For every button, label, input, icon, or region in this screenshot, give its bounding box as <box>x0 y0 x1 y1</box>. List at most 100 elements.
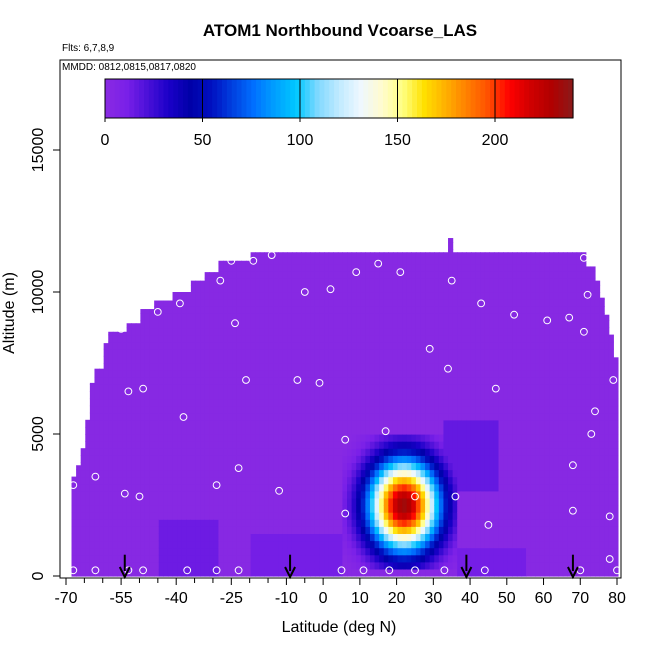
heatmap-cell <box>415 483 422 492</box>
heatmap-cell <box>438 412 445 421</box>
heatmap-cell <box>140 320 146 329</box>
heatmap-cell <box>167 355 174 364</box>
heatmap-cell <box>333 419 339 428</box>
heatmap-cell <box>245 526 252 534</box>
heatmap-cell <box>530 313 536 321</box>
heatmap-cell <box>351 512 357 520</box>
heatmap-cell <box>567 434 573 442</box>
heatmap-cell <box>154 462 160 471</box>
heatmap-cell <box>80 512 86 520</box>
heatmap-cell <box>457 412 463 421</box>
heatmap-cell <box>581 313 587 321</box>
heatmap-cell <box>181 533 187 542</box>
heatmap-cell <box>236 327 242 336</box>
heatmap-cell <box>108 355 114 364</box>
heatmap-cell <box>209 348 215 357</box>
heatmap-cell <box>112 331 119 336</box>
heatmap-cell <box>186 561 192 570</box>
heatmap-cell <box>223 554 229 563</box>
heatmap-cell <box>452 505 458 513</box>
heatmap-cell <box>553 519 559 527</box>
heatmap-cell <box>227 384 233 392</box>
heatmap-cell <box>172 412 178 421</box>
heatmap-cell <box>195 370 201 378</box>
heatmap-cell <box>140 540 146 549</box>
heatmap-cell <box>209 434 215 442</box>
heatmap-cell <box>594 490 601 499</box>
heatmap-cell <box>572 462 578 471</box>
heatmap-cell <box>324 377 330 385</box>
heatmap-cell <box>167 405 174 414</box>
heatmap-cell <box>172 568 178 577</box>
heatmap-cell <box>167 483 174 492</box>
heatmap-cell <box>388 469 394 478</box>
heatmap-cell <box>319 256 325 265</box>
heatmap-cell <box>369 419 376 428</box>
heatmap-cell <box>131 323 137 329</box>
heatmap-cell <box>438 292 445 300</box>
heatmap-cell <box>250 476 256 485</box>
heatmap-cell <box>108 476 114 485</box>
heatmap-cell <box>493 426 500 435</box>
heatmap-cell <box>76 554 82 563</box>
heatmap-cell <box>452 320 458 329</box>
heatmap-cell <box>379 483 385 492</box>
heatmap-cell <box>282 505 288 513</box>
heatmap-cell <box>397 448 403 456</box>
heatmap-cell <box>374 377 380 385</box>
heatmap-cell <box>333 334 339 343</box>
heatmap-cell <box>562 519 569 527</box>
heatmap-cell <box>282 476 288 485</box>
heatmap-cell <box>581 490 587 499</box>
heatmap-cell <box>590 419 596 428</box>
heatmap-cell <box>301 341 307 350</box>
heatmap-cell <box>232 306 238 314</box>
heatmap-cell <box>411 483 417 492</box>
heatmap-cell <box>99 540 105 549</box>
heatmap-cell <box>562 320 569 329</box>
heatmap-cell <box>337 561 344 570</box>
heatmap-cell <box>245 299 252 307</box>
heatmap-cell <box>204 412 210 421</box>
heatmap-cell <box>85 554 91 563</box>
heatmap-cell <box>383 391 389 400</box>
heatmap-cell <box>521 256 527 265</box>
heatmap-cell <box>218 341 224 350</box>
heatmap-cell <box>273 334 279 343</box>
heatmap-cell <box>314 497 321 506</box>
heatmap-cell <box>562 398 569 407</box>
heatmap-cell <box>475 270 481 279</box>
heatmap-cell <box>314 412 321 421</box>
heatmap-cell <box>489 277 495 286</box>
heatmap-cell <box>250 547 256 556</box>
heatmap-cell <box>383 320 389 329</box>
heatmap-cell <box>223 412 229 421</box>
heatmap-cell <box>590 455 596 463</box>
heatmap-cell <box>296 363 302 371</box>
heatmap-cell <box>117 448 123 456</box>
heatmap-cell <box>392 497 399 506</box>
heatmap-cell <box>245 320 252 329</box>
heatmap-cell <box>383 334 389 343</box>
heatmap-cell <box>236 363 242 371</box>
heatmap-cell <box>287 540 293 549</box>
heatmap-cell <box>195 455 201 463</box>
heatmap-cell <box>498 505 504 513</box>
heatmap-cell <box>526 462 532 471</box>
heatmap-cell <box>402 327 408 336</box>
heatmap-cell <box>379 252 385 258</box>
heatmap-cell <box>135 533 141 542</box>
heatmap-cell <box>259 334 265 343</box>
heatmap-cell <box>324 384 330 392</box>
heatmap-cell <box>365 299 371 307</box>
heatmap-cell <box>158 419 164 428</box>
heatmap-cell <box>558 270 564 279</box>
heatmap-cell <box>530 505 536 513</box>
heatmap-cell <box>558 469 564 478</box>
heatmap-cell <box>585 334 591 343</box>
heatmap-cell <box>425 348 431 357</box>
heatmap-cell <box>200 490 206 499</box>
heatmap-cell <box>99 505 105 513</box>
heatmap-cell <box>549 355 555 364</box>
heatmap-cell <box>369 483 376 492</box>
